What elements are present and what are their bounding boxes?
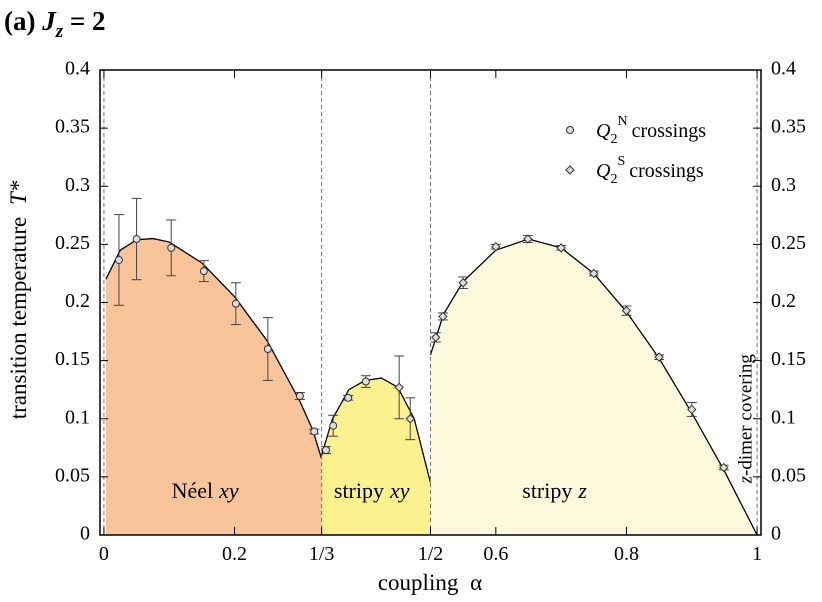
y-tick-label: 0 xyxy=(80,523,90,545)
region-label: z-dimer covering xyxy=(736,354,757,485)
y-axis-label: transition temperature T* xyxy=(6,180,31,419)
legend-sup: S xyxy=(617,154,625,169)
legend-name: crossings xyxy=(632,120,707,142)
data-point xyxy=(589,268,599,279)
data-point xyxy=(231,299,240,308)
region-label-part: xy xyxy=(218,478,239,503)
y-tick-label: 0.2 xyxy=(771,290,796,312)
region-label-part: stripy xyxy=(334,478,384,503)
data-point xyxy=(321,446,330,455)
region-label-part: Néel xyxy=(172,478,214,503)
x-tick-label: 1/2 xyxy=(418,543,444,565)
region-label-part: z xyxy=(736,475,757,484)
phase-boundary xyxy=(429,238,758,536)
title-part: = 2 xyxy=(70,6,106,36)
data-point xyxy=(438,311,448,322)
x-label-part: coupling xyxy=(378,570,459,595)
data-point xyxy=(621,305,632,316)
y-tick-label: 0.05 xyxy=(55,464,90,486)
data-point xyxy=(329,421,338,430)
region-label-part: -dimer covering xyxy=(736,354,757,476)
data-point xyxy=(394,382,404,393)
legend-marker xyxy=(565,165,575,175)
y-label-part: T* xyxy=(6,180,31,205)
data-point xyxy=(491,241,501,252)
region-label: stripy z xyxy=(522,478,587,503)
legend-label: Q2S crossings xyxy=(596,154,704,187)
legend-sub: 2 xyxy=(610,132,617,147)
x-axis-label: coupling α xyxy=(378,570,482,595)
data-point xyxy=(167,243,176,252)
phase-region xyxy=(321,378,431,535)
data-point xyxy=(361,377,370,386)
y-tick-label: 0.3 xyxy=(771,174,796,196)
y-label-part: transition temperature xyxy=(6,217,31,419)
phase-region xyxy=(430,239,758,535)
x-tick-label: 0 xyxy=(99,543,109,565)
phase-boundary xyxy=(105,237,323,459)
x-label-part: α xyxy=(470,570,482,595)
y-tick-label: 0.1 xyxy=(65,406,90,428)
data-point xyxy=(523,234,533,244)
y-tick-label: 0.25 xyxy=(771,232,806,254)
data-point xyxy=(654,352,664,362)
y-tick-label: 0 xyxy=(771,523,781,545)
y-tick-label: 0.05 xyxy=(771,464,806,486)
title-part: J xyxy=(41,6,57,36)
data-point xyxy=(431,332,441,343)
data-point xyxy=(310,427,319,436)
title-part: z xyxy=(55,21,64,42)
x-tick-label: 1 xyxy=(752,543,762,565)
x-tick-label: 0.8 xyxy=(614,543,639,565)
x-tick-label: 0.6 xyxy=(483,543,508,565)
title-part: (a) xyxy=(4,6,35,36)
data-point xyxy=(556,243,566,253)
y-tick-label: 0.4 xyxy=(65,58,90,80)
legend-marker xyxy=(566,126,574,134)
data-point xyxy=(114,255,123,264)
legend-name: crossings xyxy=(629,160,704,182)
data-point xyxy=(719,462,729,473)
x-tick-label: 1/3 xyxy=(309,543,335,565)
data-point xyxy=(458,278,468,288)
data-point xyxy=(132,235,141,244)
phase-boundary xyxy=(320,377,432,483)
y-tick-label: 0.35 xyxy=(55,116,90,138)
data-point xyxy=(263,345,272,353)
legend-label: Q2N crossings xyxy=(596,114,706,147)
phase-region xyxy=(105,238,322,535)
legend-symbol: Q xyxy=(596,160,611,182)
y-tick-label: 0.15 xyxy=(55,348,90,370)
legend-sub: 2 xyxy=(610,172,617,187)
region-label-part: xy xyxy=(389,478,410,503)
data-point xyxy=(687,404,697,415)
data-point xyxy=(405,414,415,424)
data-point xyxy=(344,393,353,402)
data-point xyxy=(199,267,208,276)
y-tick-label: 0.3 xyxy=(65,174,90,196)
legend-symbol: Q xyxy=(596,120,611,142)
y-tick-label: 0.4 xyxy=(771,58,796,80)
region-label-part: stripy xyxy=(522,478,572,503)
y-tick-label: 0.1 xyxy=(771,406,796,428)
data-point xyxy=(295,391,304,400)
y-tick-label: 0.2 xyxy=(65,290,90,312)
legend-sup: N xyxy=(617,114,627,129)
region-label-part: z xyxy=(577,478,587,503)
y-tick-label: 0.25 xyxy=(55,232,90,254)
chart-title: (a) Jz = 2 xyxy=(4,6,106,43)
y-tick-label: 0.15 xyxy=(771,348,806,370)
y-tick-label: 0.35 xyxy=(771,116,806,138)
x-tick-label: 0.2 xyxy=(222,543,247,565)
region-label: stripy xy xyxy=(334,478,410,503)
region-label: Néel xy xyxy=(172,478,239,503)
